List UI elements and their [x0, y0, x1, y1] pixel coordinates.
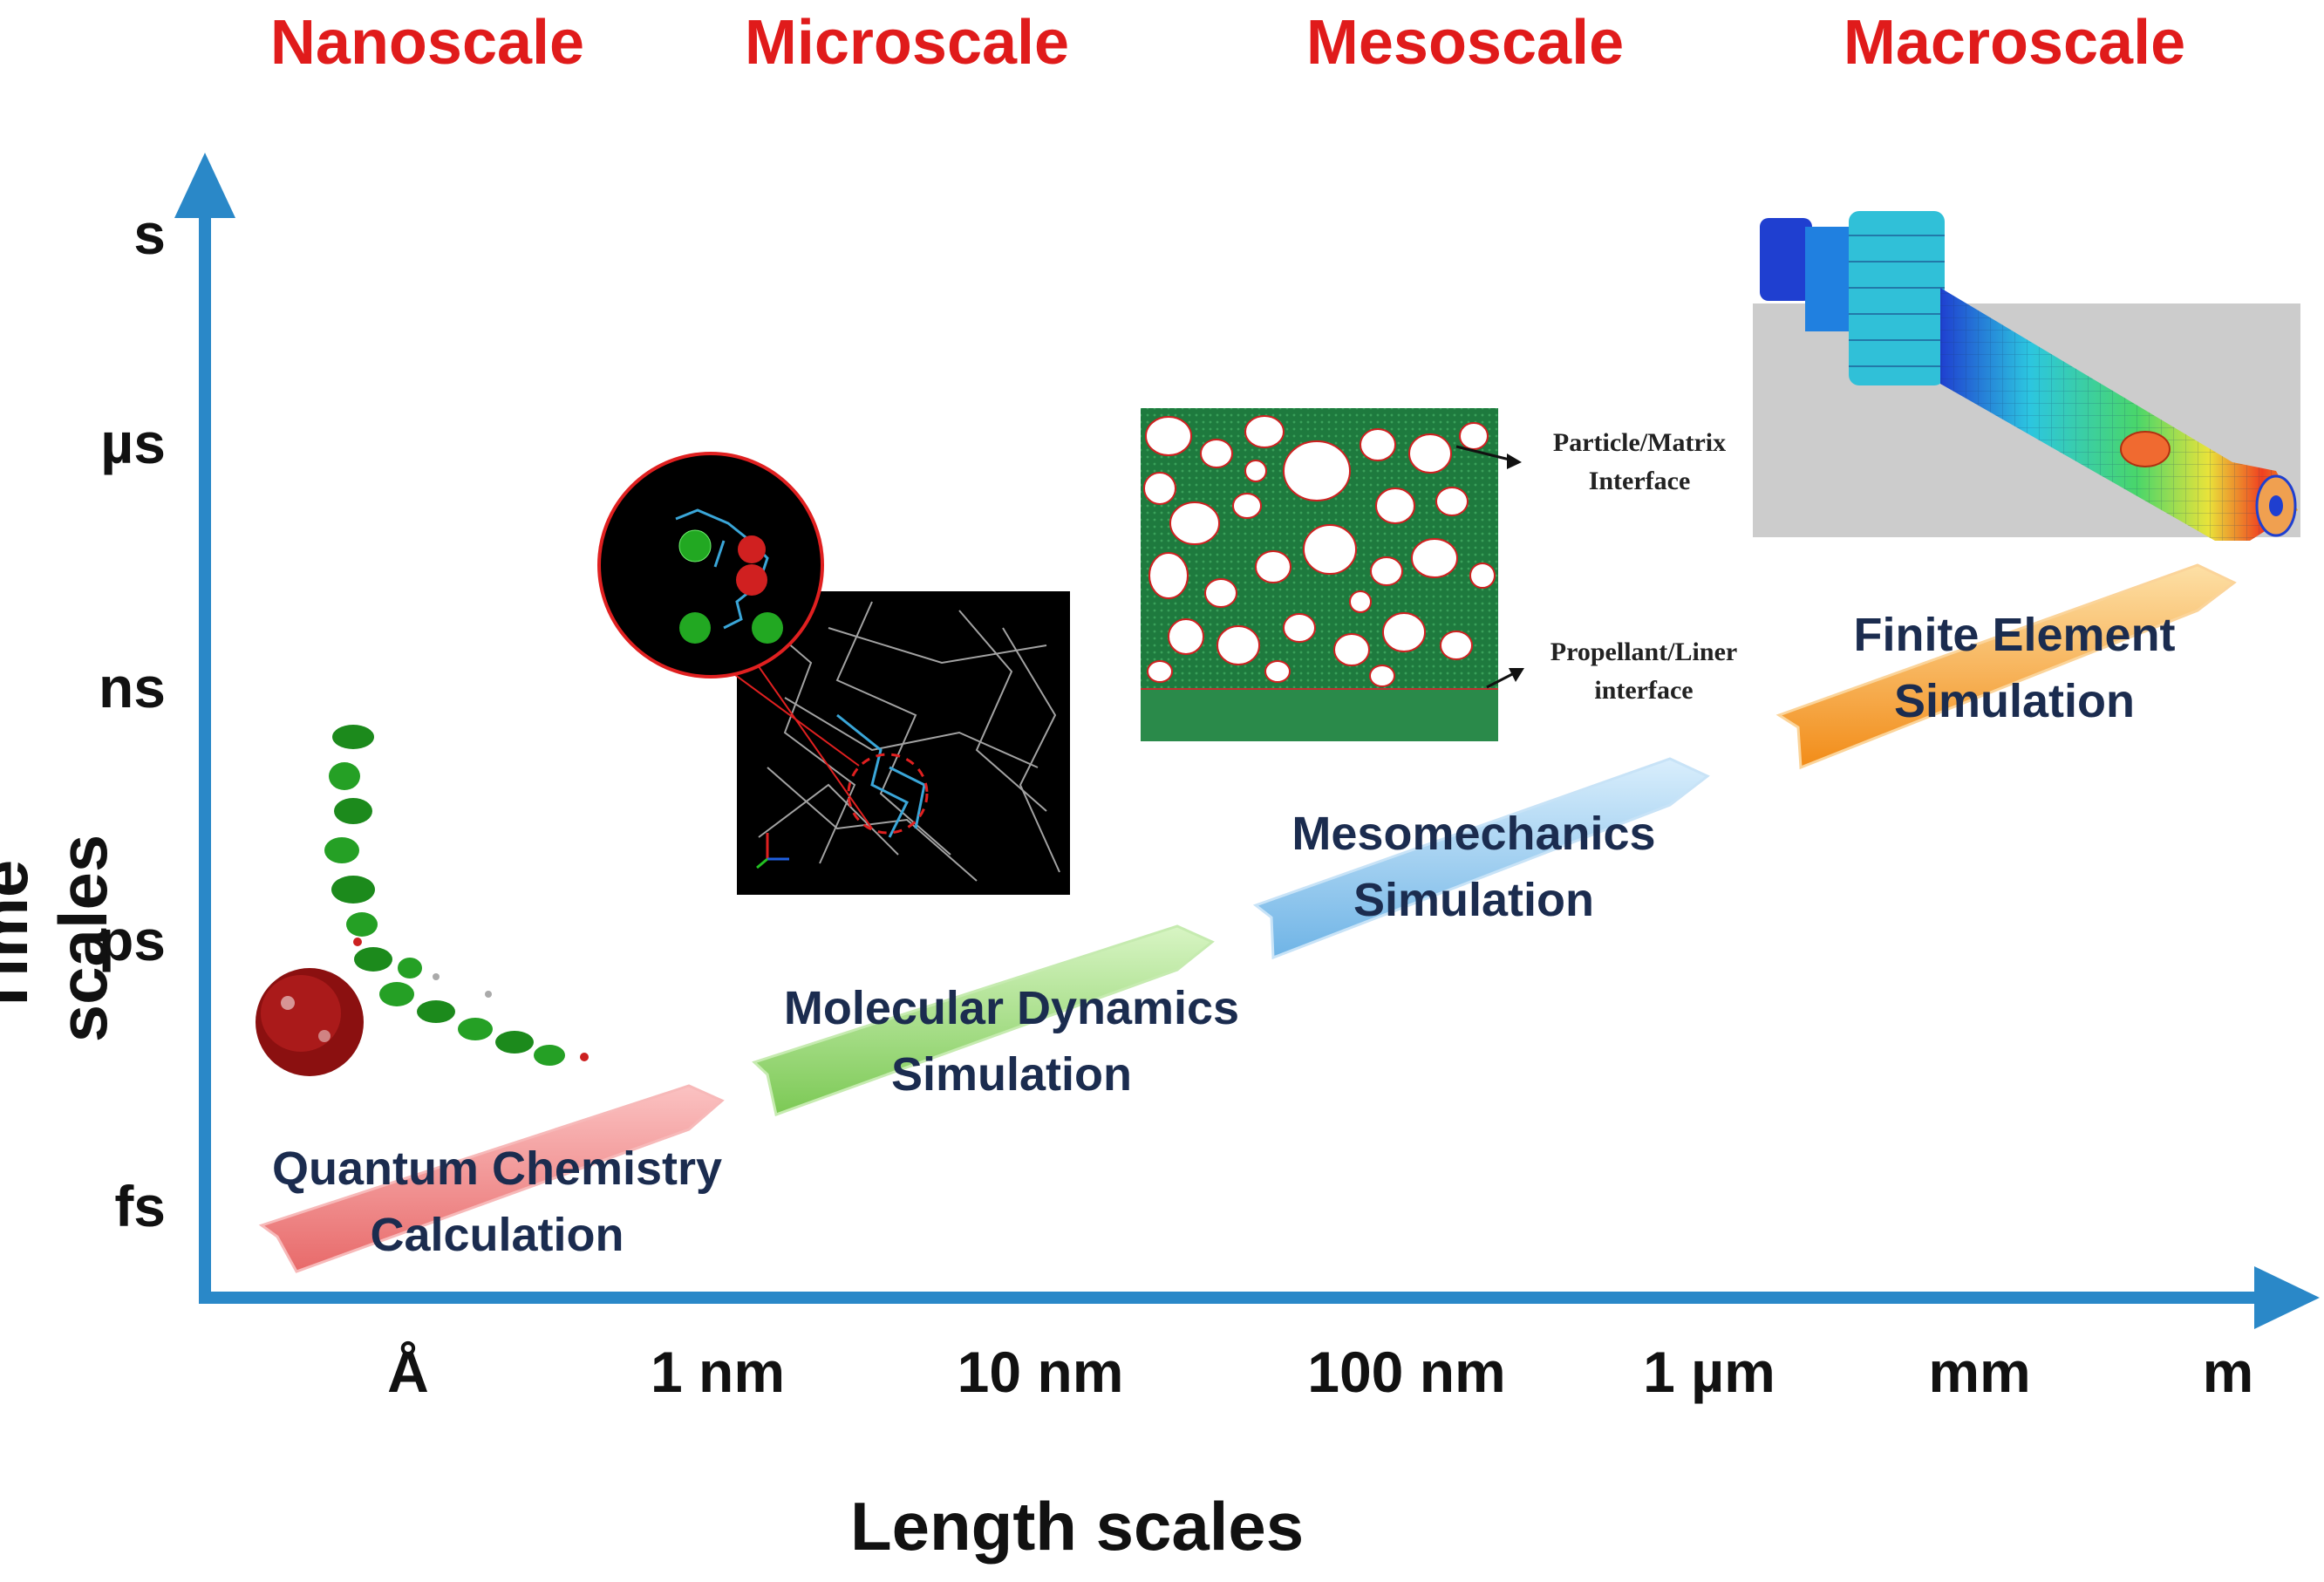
x-tick-1nm: 1 nm	[650, 1340, 786, 1404]
md-zoom-circle	[597, 452, 824, 678]
particle-matrix-line-1: Particle/Matrix	[1552, 428, 1727, 457]
y-axis	[174, 153, 235, 1304]
md-zoom-region	[847, 753, 929, 835]
mesoscale-microstructure-image	[1141, 408, 1524, 741]
y-tick-us: µs	[100, 411, 166, 475]
mesomechanics-label: Mesomechanics Simulation	[1256, 801, 1692, 933]
meso-line-1: Mesomechanics	[1291, 808, 1656, 860]
meso-line-2: Simulation	[1353, 874, 1594, 926]
fe-arrow	[1775, 563, 2237, 770]
fe-line-1: Finite Element	[1853, 609, 2176, 661]
y-tick-fs: fs	[114, 1174, 166, 1238]
x-tick-1um: 1 µm	[1643, 1340, 1775, 1404]
y-tick-ns: ns	[98, 655, 166, 719]
propellant-liner-annotation: Propellant/Liner interface	[1526, 633, 1762, 710]
nanoscale-molecule-image	[256, 725, 589, 1076]
x-axis-title: Length scales	[850, 1488, 1305, 1565]
meso-arrow	[1252, 757, 1710, 960]
heading-macroscale: Macroscale	[1843, 8, 2186, 78]
finite-element-label: Finite Element Simulation	[1814, 602, 2215, 734]
x-axis-arrowhead	[2254, 1266, 2320, 1329]
md-line-1: Molecular Dynamics	[783, 982, 1240, 1034]
y-tick-ps: ps	[98, 908, 166, 972]
particle-matrix-line-2: Interface	[1588, 467, 1691, 495]
propellant-liner-line-1: Propellant/Liner	[1550, 638, 1738, 666]
x-axis	[199, 1266, 2320, 1329]
quantum-chemistry-label: Quantum Chemistry Calculation	[253, 1135, 741, 1268]
macroscale-fe-image	[1753, 211, 2300, 541]
x-tick-10nm: 10 nm	[957, 1340, 1124, 1404]
md-line-2: Simulation	[890, 1048, 1132, 1101]
y-axis-title: Time scales	[0, 834, 121, 1043]
axis-triad-icon	[756, 833, 789, 869]
fe-line-2: Simulation	[1893, 675, 2135, 727]
quantum-line-2: Calculation	[370, 1209, 624, 1261]
molecular-dynamics-label: Molecular Dynamics Simulation	[750, 975, 1273, 1108]
md-arrow	[752, 924, 1215, 1116]
x-tick-mm: mm	[1928, 1340, 2031, 1404]
heading-microscale: Microscale	[744, 8, 1070, 78]
quantum-arrow	[258, 1084, 725, 1273]
y-axis-arrowhead	[174, 153, 235, 218]
annotation-arrow-2	[1509, 668, 1524, 682]
quantum-line-1: Quantum Chemistry	[271, 1142, 723, 1195]
annotation-arrow-1	[1507, 453, 1522, 469]
microscale-md-image	[597, 452, 1070, 895]
y-tick-s: s	[133, 201, 166, 266]
particle-matrix-annotation: Particle/Matrix Interface	[1526, 424, 1753, 501]
heading-nanoscale: Nanoscale	[269, 8, 585, 78]
x-tick-m: m	[2202, 1340, 2254, 1404]
heading-mesoscale: Mesoscale	[1305, 8, 1625, 78]
x-tick-angstrom: Å	[387, 1340, 429, 1404]
x-tick-100nm: 100 nm	[1307, 1340, 1506, 1404]
propellant-liner-line-2: interface	[1594, 676, 1694, 705]
